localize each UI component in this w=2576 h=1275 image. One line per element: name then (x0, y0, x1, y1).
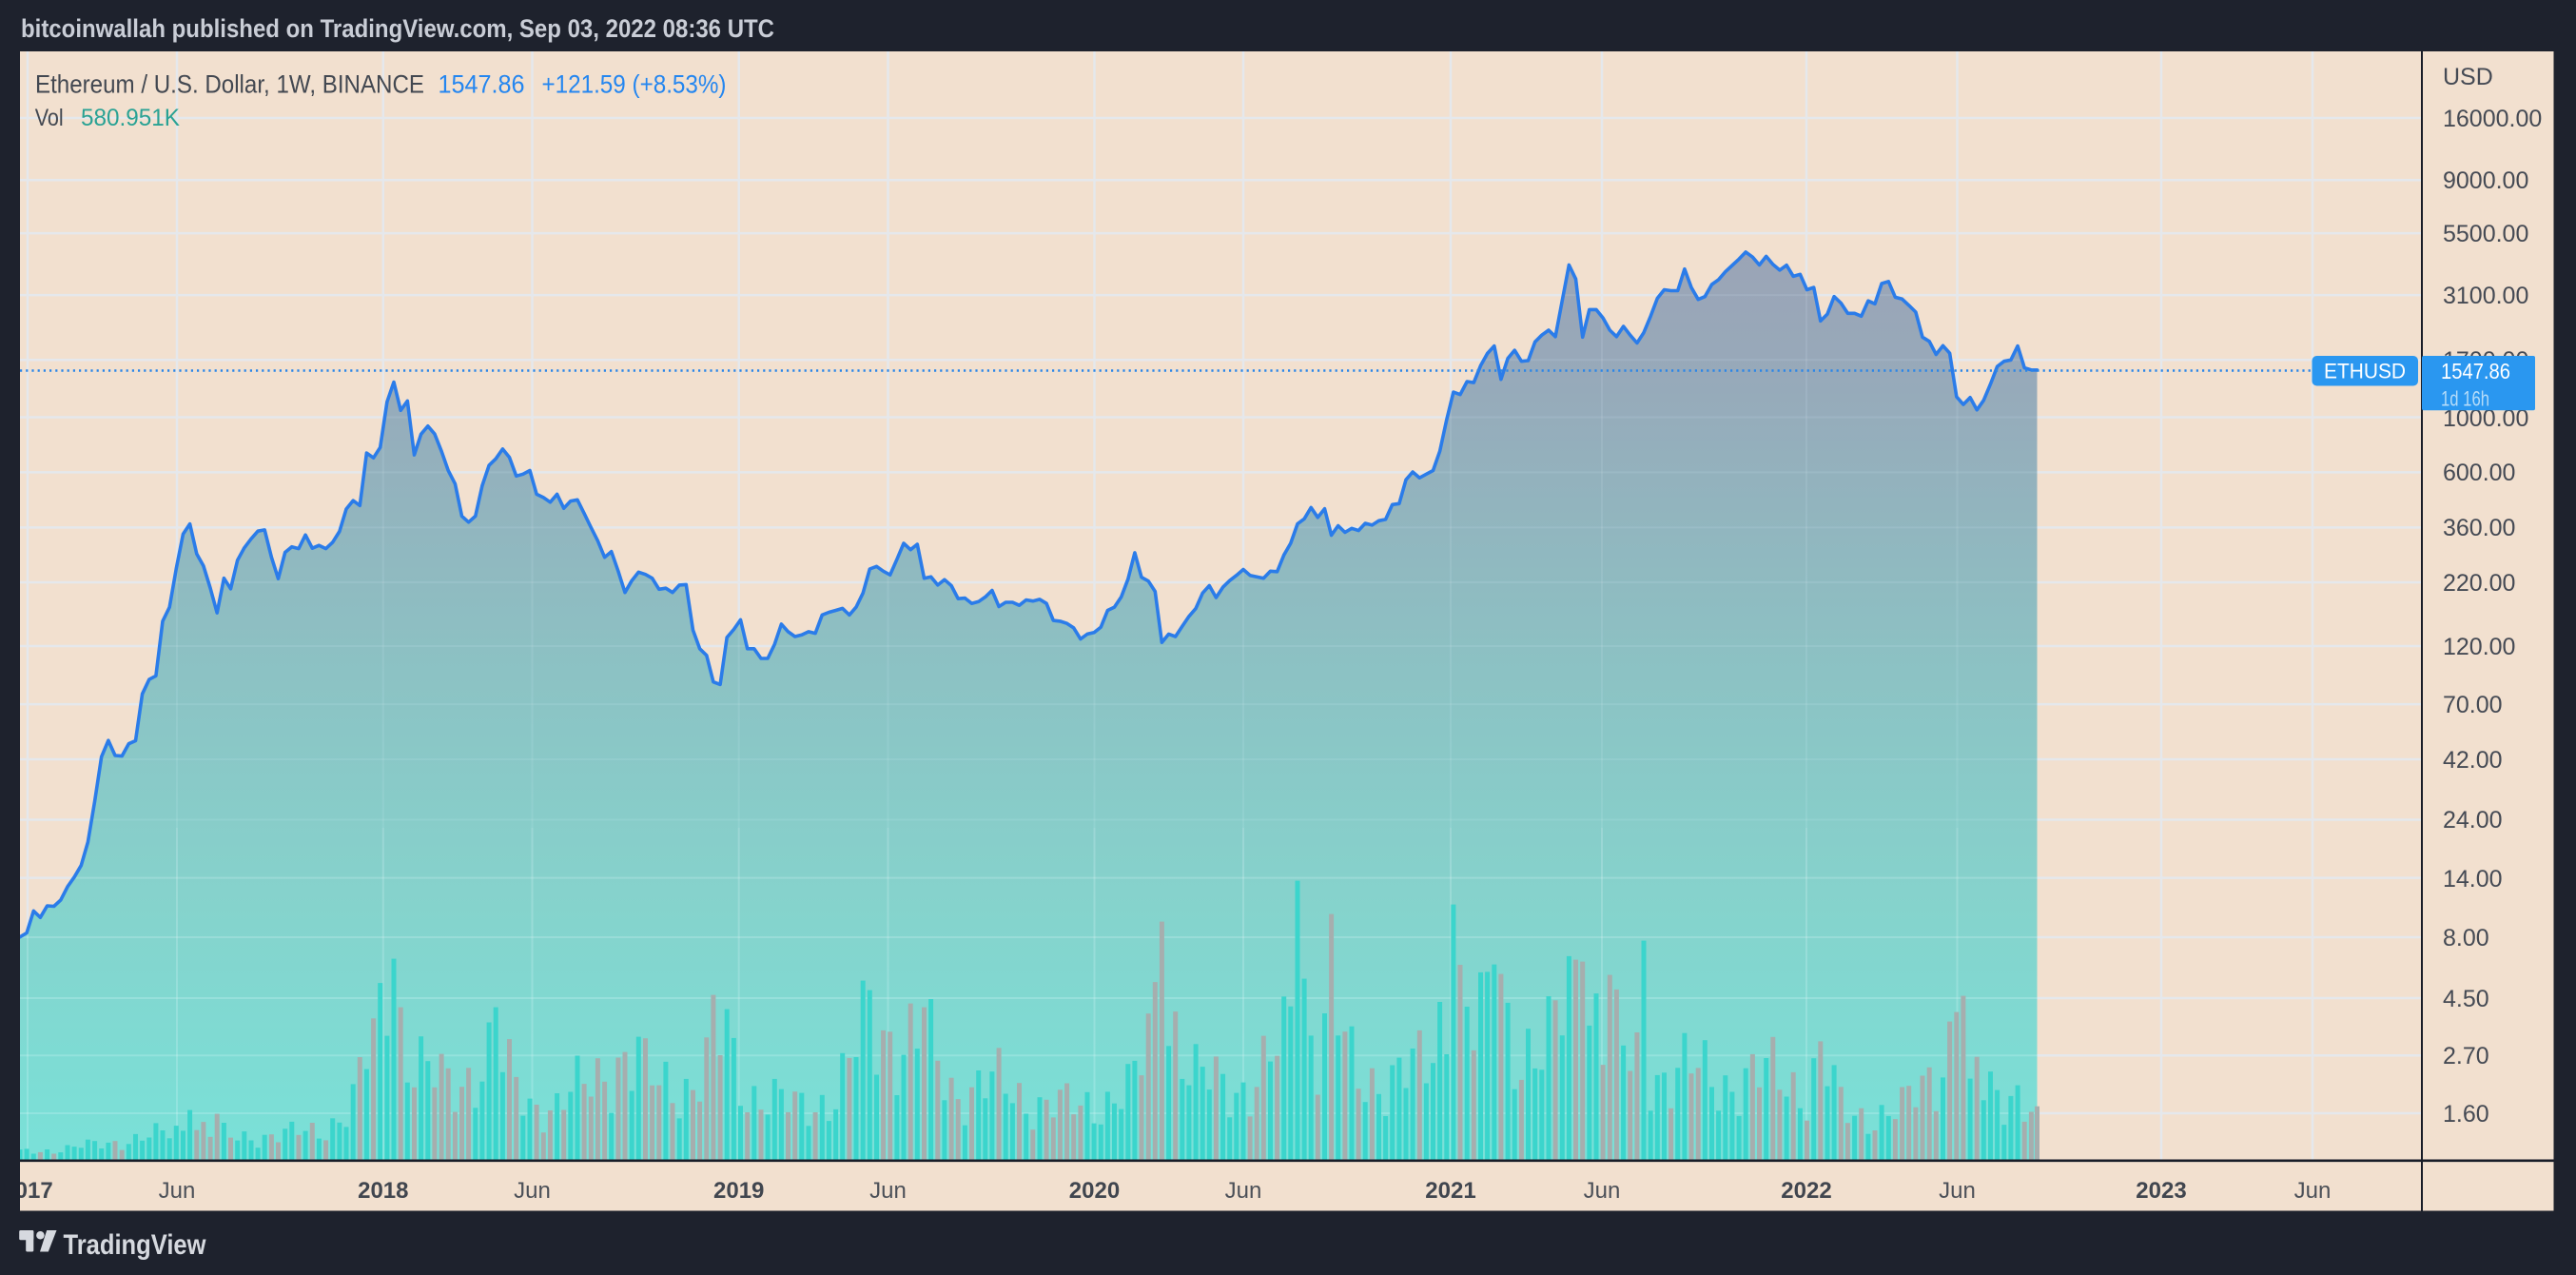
svg-text:2020: 2020 (1069, 1178, 1120, 1204)
svg-text:Jun: Jun (514, 1178, 551, 1204)
svg-text:2017: 2017 (2, 1178, 52, 1204)
svg-text:8.00: 8.00 (2443, 925, 2489, 951)
svg-text:70.00: 70.00 (2443, 692, 2503, 718)
svg-text:Jun: Jun (159, 1178, 196, 1204)
svg-text:42.00: 42.00 (2443, 747, 2503, 774)
svg-text:bitcoinwallah published on Tra: bitcoinwallah published on TradingView.c… (21, 14, 774, 43)
svg-text:9000.00: 9000.00 (2443, 167, 2528, 194)
svg-text:Jun: Jun (869, 1178, 907, 1204)
svg-text:5500.00: 5500.00 (2443, 221, 2528, 247)
svg-text:TradingView: TradingView (64, 1229, 207, 1261)
svg-text:Jun: Jun (1225, 1178, 1262, 1204)
svg-text:Jun: Jun (1939, 1178, 1976, 1204)
svg-text:1d 16h: 1d 16h (2441, 387, 2489, 411)
svg-text:220.00: 220.00 (2443, 570, 2515, 597)
svg-text:120.00: 120.00 (2443, 634, 2515, 660)
svg-text:600.00: 600.00 (2443, 460, 2515, 486)
svg-text:2.70: 2.70 (2443, 1043, 2489, 1069)
svg-text:1547.86: 1547.86 (2441, 359, 2510, 383)
svg-text:2018: 2018 (358, 1178, 408, 1204)
svg-text:2019: 2019 (713, 1178, 764, 1204)
svg-text:Jun: Jun (2294, 1178, 2332, 1204)
svg-text:3100.00: 3100.00 (2443, 283, 2528, 309)
svg-text:ETHUSD: ETHUSD (2324, 360, 2406, 383)
svg-text:1547.86: 1547.86 (439, 70, 525, 99)
svg-text:580.951K: 580.951K (81, 105, 180, 131)
svg-text:2021: 2021 (1425, 1178, 1475, 1204)
svg-text:2023: 2023 (2136, 1178, 2186, 1204)
svg-text:+121.59 (+8.53%): +121.59 (+8.53%) (542, 70, 727, 99)
svg-text:USD: USD (2443, 64, 2493, 90)
svg-text:16000.00: 16000.00 (2443, 106, 2542, 132)
svg-text:4.50: 4.50 (2443, 986, 2489, 1012)
svg-text:Vol: Vol (35, 105, 64, 131)
svg-text:2022: 2022 (1781, 1178, 1831, 1204)
svg-text:14.00: 14.00 (2443, 866, 2503, 892)
svg-text:360.00: 360.00 (2443, 515, 2515, 541)
svg-text:Jun: Jun (1584, 1178, 1621, 1204)
svg-text:1.60: 1.60 (2443, 1101, 2489, 1128)
svg-text:24.00: 24.00 (2443, 807, 2503, 834)
svg-text:Ethereum / U.S. Dollar, 1W, BI: Ethereum / U.S. Dollar, 1W, BINANCE (35, 70, 424, 99)
